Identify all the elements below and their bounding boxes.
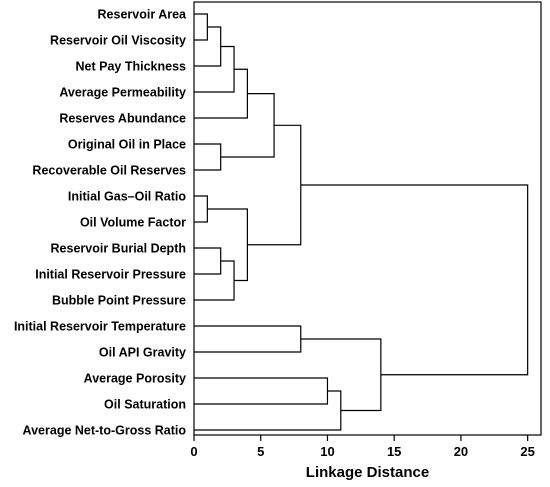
leaf-label: Original Oil in Place xyxy=(68,138,186,152)
cluster-link xyxy=(194,247,222,275)
x-tick-label: 25 xyxy=(520,444,534,459)
cluster-link xyxy=(247,124,302,246)
x-tick-label: 15 xyxy=(387,444,401,459)
cluster-link xyxy=(194,143,222,171)
cluster-link xyxy=(194,390,342,431)
cluster-link xyxy=(194,68,248,119)
leaf-label: Reservoir Area xyxy=(98,8,188,22)
cluster-link xyxy=(194,45,235,93)
cluster-link xyxy=(194,377,329,405)
leaf-label: Average Net-to-Gross Ratio xyxy=(23,424,187,438)
cluster-link xyxy=(194,260,235,301)
leaf-labels: Reservoir Area Reservoir Oil Viscosity Net… xyxy=(14,8,187,438)
leaf-label: Recoverable Oil Reserves xyxy=(32,164,186,178)
leaf-label: Reservoir Oil Viscosity xyxy=(50,34,186,48)
leaf-label: Initial Reservoir Temperature xyxy=(14,320,186,334)
cluster-link xyxy=(194,195,208,223)
cluster-link xyxy=(194,13,208,41)
x-axis-ticks: 0 5 10 15 20 25 xyxy=(190,435,535,459)
dendrogram-links xyxy=(194,13,529,431)
leaf-label: Initial Reservoir Pressure xyxy=(35,268,186,282)
plot-frame xyxy=(193,1,542,436)
leaf-label: Bubble Point Pressure xyxy=(52,294,186,308)
leaf-label: Net Pay Thickness xyxy=(76,60,187,74)
leaf-label: Oil Volume Factor xyxy=(80,216,186,230)
leaf-label: Oil API Gravity xyxy=(99,346,186,360)
cluster-link xyxy=(207,208,248,282)
x-tick-label: 10 xyxy=(320,444,334,459)
leaf-label: Reserves Abundance xyxy=(59,112,186,126)
leaf-label: Average Porosity xyxy=(84,372,186,386)
x-axis-title: Linkage Distance xyxy=(306,464,429,481)
leaf-label: Oil Saturation xyxy=(104,398,186,412)
x-tick-label: 0 xyxy=(190,444,197,459)
leaf-label: Average Permeability xyxy=(59,86,186,100)
x-tick-label: 20 xyxy=(454,444,468,459)
cluster-link xyxy=(194,325,302,353)
leaf-label: Reservoir Burial Depth xyxy=(51,242,186,256)
cluster-link xyxy=(194,26,222,67)
x-tick-label: 5 xyxy=(257,444,264,459)
leaf-label: Initial Gas–Oil Ratio xyxy=(68,190,186,204)
cluster-link xyxy=(300,338,382,412)
cluster-link xyxy=(300,184,529,376)
